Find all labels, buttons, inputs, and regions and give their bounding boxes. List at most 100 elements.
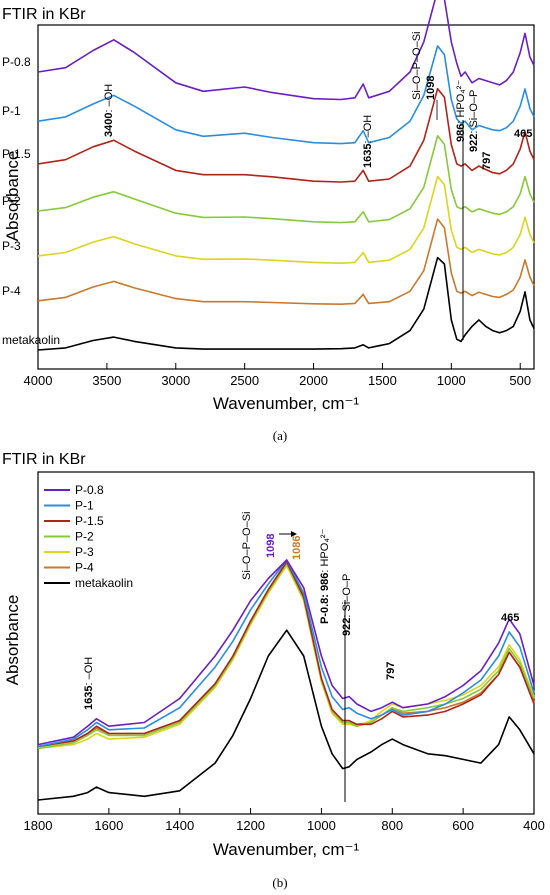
chart-a-series-line-P-1 [37,45,535,145]
chart-b-legend-label: P-1 [75,499,94,513]
chart-b-ann-si-o-p-o-si: Si–O–P–O–Si [241,512,253,580]
chart-a-xtick-label: 3000 [161,373,190,388]
caption-b: (b) [272,875,287,890]
chart-a-series-label: P-4 [2,284,21,298]
chart-a-ann-1098: 1098 [425,76,437,100]
chart-a-ann-465: 465 [514,128,532,140]
chart-b-legend-label: P-3 [75,545,94,559]
chart-a-series-label: P-1 [2,104,21,118]
chart-b-xtick-label: 800 [381,818,403,833]
chart-b-series-lines [37,559,535,801]
chart-b-ann-1635-num: 1635 [83,686,95,710]
chart-b-ann-986: P-0.8: 986: HPO₄²⁻ [319,529,331,624]
chart-b-x-ticks: 1800 1600 1400 1200 1000 800 600 400 [24,808,545,833]
chart-b-xtick-label: 400 [523,818,545,833]
chart-a-ann-3400: 3400: –OH [103,84,115,137]
chart-b-series-line-P-2 [37,562,535,750]
chart-a-ann-1635-num: 1635 [362,144,374,168]
svg-text:986: HPO₄²⁻: 986: HPO₄²⁻ [455,80,467,142]
chart-a-ann-si-o-p-o-si-text: Si–O–P–O–Si [411,32,423,100]
chart-b-shift-arrowhead [291,531,297,537]
chart-b-xtick-label: 1600 [94,818,123,833]
svg-text:P-0.8: 986: HPO₄²⁻: P-0.8: 986: HPO₄²⁻ [319,529,331,624]
chart-a-ann-922: 922: Si–O–P [468,90,480,152]
chart-b-series-line-P-1.5 [37,560,535,748]
chart-b-ylabel: Absorbance [3,595,22,686]
chart-a-series-line-P-2 [37,135,535,224]
chart-b-legend-label: P-4 [75,561,94,575]
chart-a-series-label: P-0.8 [2,55,31,69]
chart-a-ann-922-num: 922 [468,134,480,152]
chart-b-ann-986-text: : HPO₄²⁻ [319,529,331,573]
chart-a-ann-si-o-p-o-si: Si–O–P–O–Si [411,32,423,100]
chart-b-title: FTIR in KBr [2,451,86,468]
caption-a: (a) [273,428,287,443]
chart-a-ylabel-text: Absorbance [3,151,22,242]
chart-b-ann-465: 465 [501,612,519,624]
chart-a-series-label: metakaolin [2,333,60,347]
chart-b-ann-797: 797 [385,662,397,680]
chart-a-ann-1635-text: : –OH [362,115,374,144]
chart-b-legend-label: P-2 [75,530,94,544]
chart-b-xtick-label: 1000 [307,818,336,833]
chart-b-ann-1086-num: 1086 [291,536,303,560]
chart-a-xtick-label: 2000 [299,373,328,388]
chart-a-xtick-label: 3500 [92,373,121,388]
chart-a-ann-986-num: 986 [455,124,467,142]
chart-b-ann-1635-text: : –OH [83,657,95,686]
svg-text:1635: –OH: 1635: –OH [83,657,95,710]
chart-a-series-label: P-1.5 [2,147,31,161]
chart-a-ylabel: Absorbance [3,151,22,242]
chart-b-ann-797-num: 797 [385,662,397,680]
chart-b-series-line-metakaolin [37,629,535,801]
chart-a-series-line-P-3 [37,175,535,265]
chart-b-series-line-P-3 [37,564,535,750]
chart-a-xtick-label: 2500 [230,373,259,388]
chart-b-series-line-P-1 [37,559,535,748]
chart-b-ann-922: 922: Si–O–P [341,574,353,636]
chart-b-ann-1635: 1635: –OH [83,657,95,710]
chart-b-legend-label: metakaolin [75,576,133,590]
chart-a-plot-frame [37,24,535,370]
chart-b-plot-frame [37,471,535,815]
chart-a-ann-797-num: 797 [481,152,493,170]
chart-panel-a: FTIR in KBr 4000 3500 3000 2500 2000 1500 1000… [2,0,535,443]
chart-a-ann-3400-num: 3400 [103,113,115,137]
chart-b-ann-si-o-p-o-si-text: Si–O–P–O–Si [241,512,253,580]
chart-b-xtick-label: 1400 [165,818,194,833]
chart-a-xtick-label: 1500 [368,373,397,388]
svg-text:1635: –OH: 1635: –OH [362,115,374,168]
chart-b-xlabel: Wavenumber, cm⁻¹ [213,840,360,859]
chart-a-series-label: P-2 [2,194,21,208]
chart-a-ann-986: 986: HPO₄²⁻ [455,80,467,142]
chart-panel-b: FTIR in KBr 1800 1600 1400 1200 1000 800 600 40… [2,451,545,890]
chart-a-ann-922-text: : Si–O–P [468,90,480,134]
chart-a-xtick-label: 1000 [437,373,466,388]
svg-text:922: Si–O–P: 922: Si–O–P [341,574,353,636]
chart-a-ann-1635: 1635: –OH [362,115,374,168]
chart-b-series-line-P-0.8 [37,559,535,746]
svg-text:3400: –OH: 3400: –OH [103,84,115,137]
chart-a-series-lines [37,0,535,351]
chart-a-series-label: P-3 [2,239,21,253]
chart-b-series-line-P-4 [37,562,535,748]
chart-b-legend-label: P-1.5 [75,514,104,528]
chart-b-legend-label: P-0.8 [75,483,104,497]
chart-b-ann-986-num: P-0.8: 986 [319,573,331,624]
chart-b-xtick-label: 1200 [236,818,265,833]
svg-text:922: Si–O–P: 922: Si–O–P [468,90,480,152]
chart-b-xtick-label: 600 [452,818,474,833]
chart-a-ann-986-text: : HPO₄²⁻ [455,80,467,124]
chart-a-xtick-label: 500 [509,373,531,388]
chart-b-ylabel-text: Absorbance [3,595,22,686]
chart-a-ann-3400-text: : –OH [103,84,115,113]
chart-a-xlabel: Wavenumber, cm⁻¹ [213,394,360,413]
chart-b-ann-1086: 1086 [291,536,303,560]
chart-a-x-ticks: 4000 3500 3000 2500 2000 1500 1000 500 [24,363,531,388]
chart-a-series-line-P-4 [37,218,535,306]
chart-b-ann-1098: 1098 [265,534,277,558]
chart-b-ann-922-text: : Si–O–P [341,574,353,618]
chart-b-xtick-label: 1800 [24,818,53,833]
